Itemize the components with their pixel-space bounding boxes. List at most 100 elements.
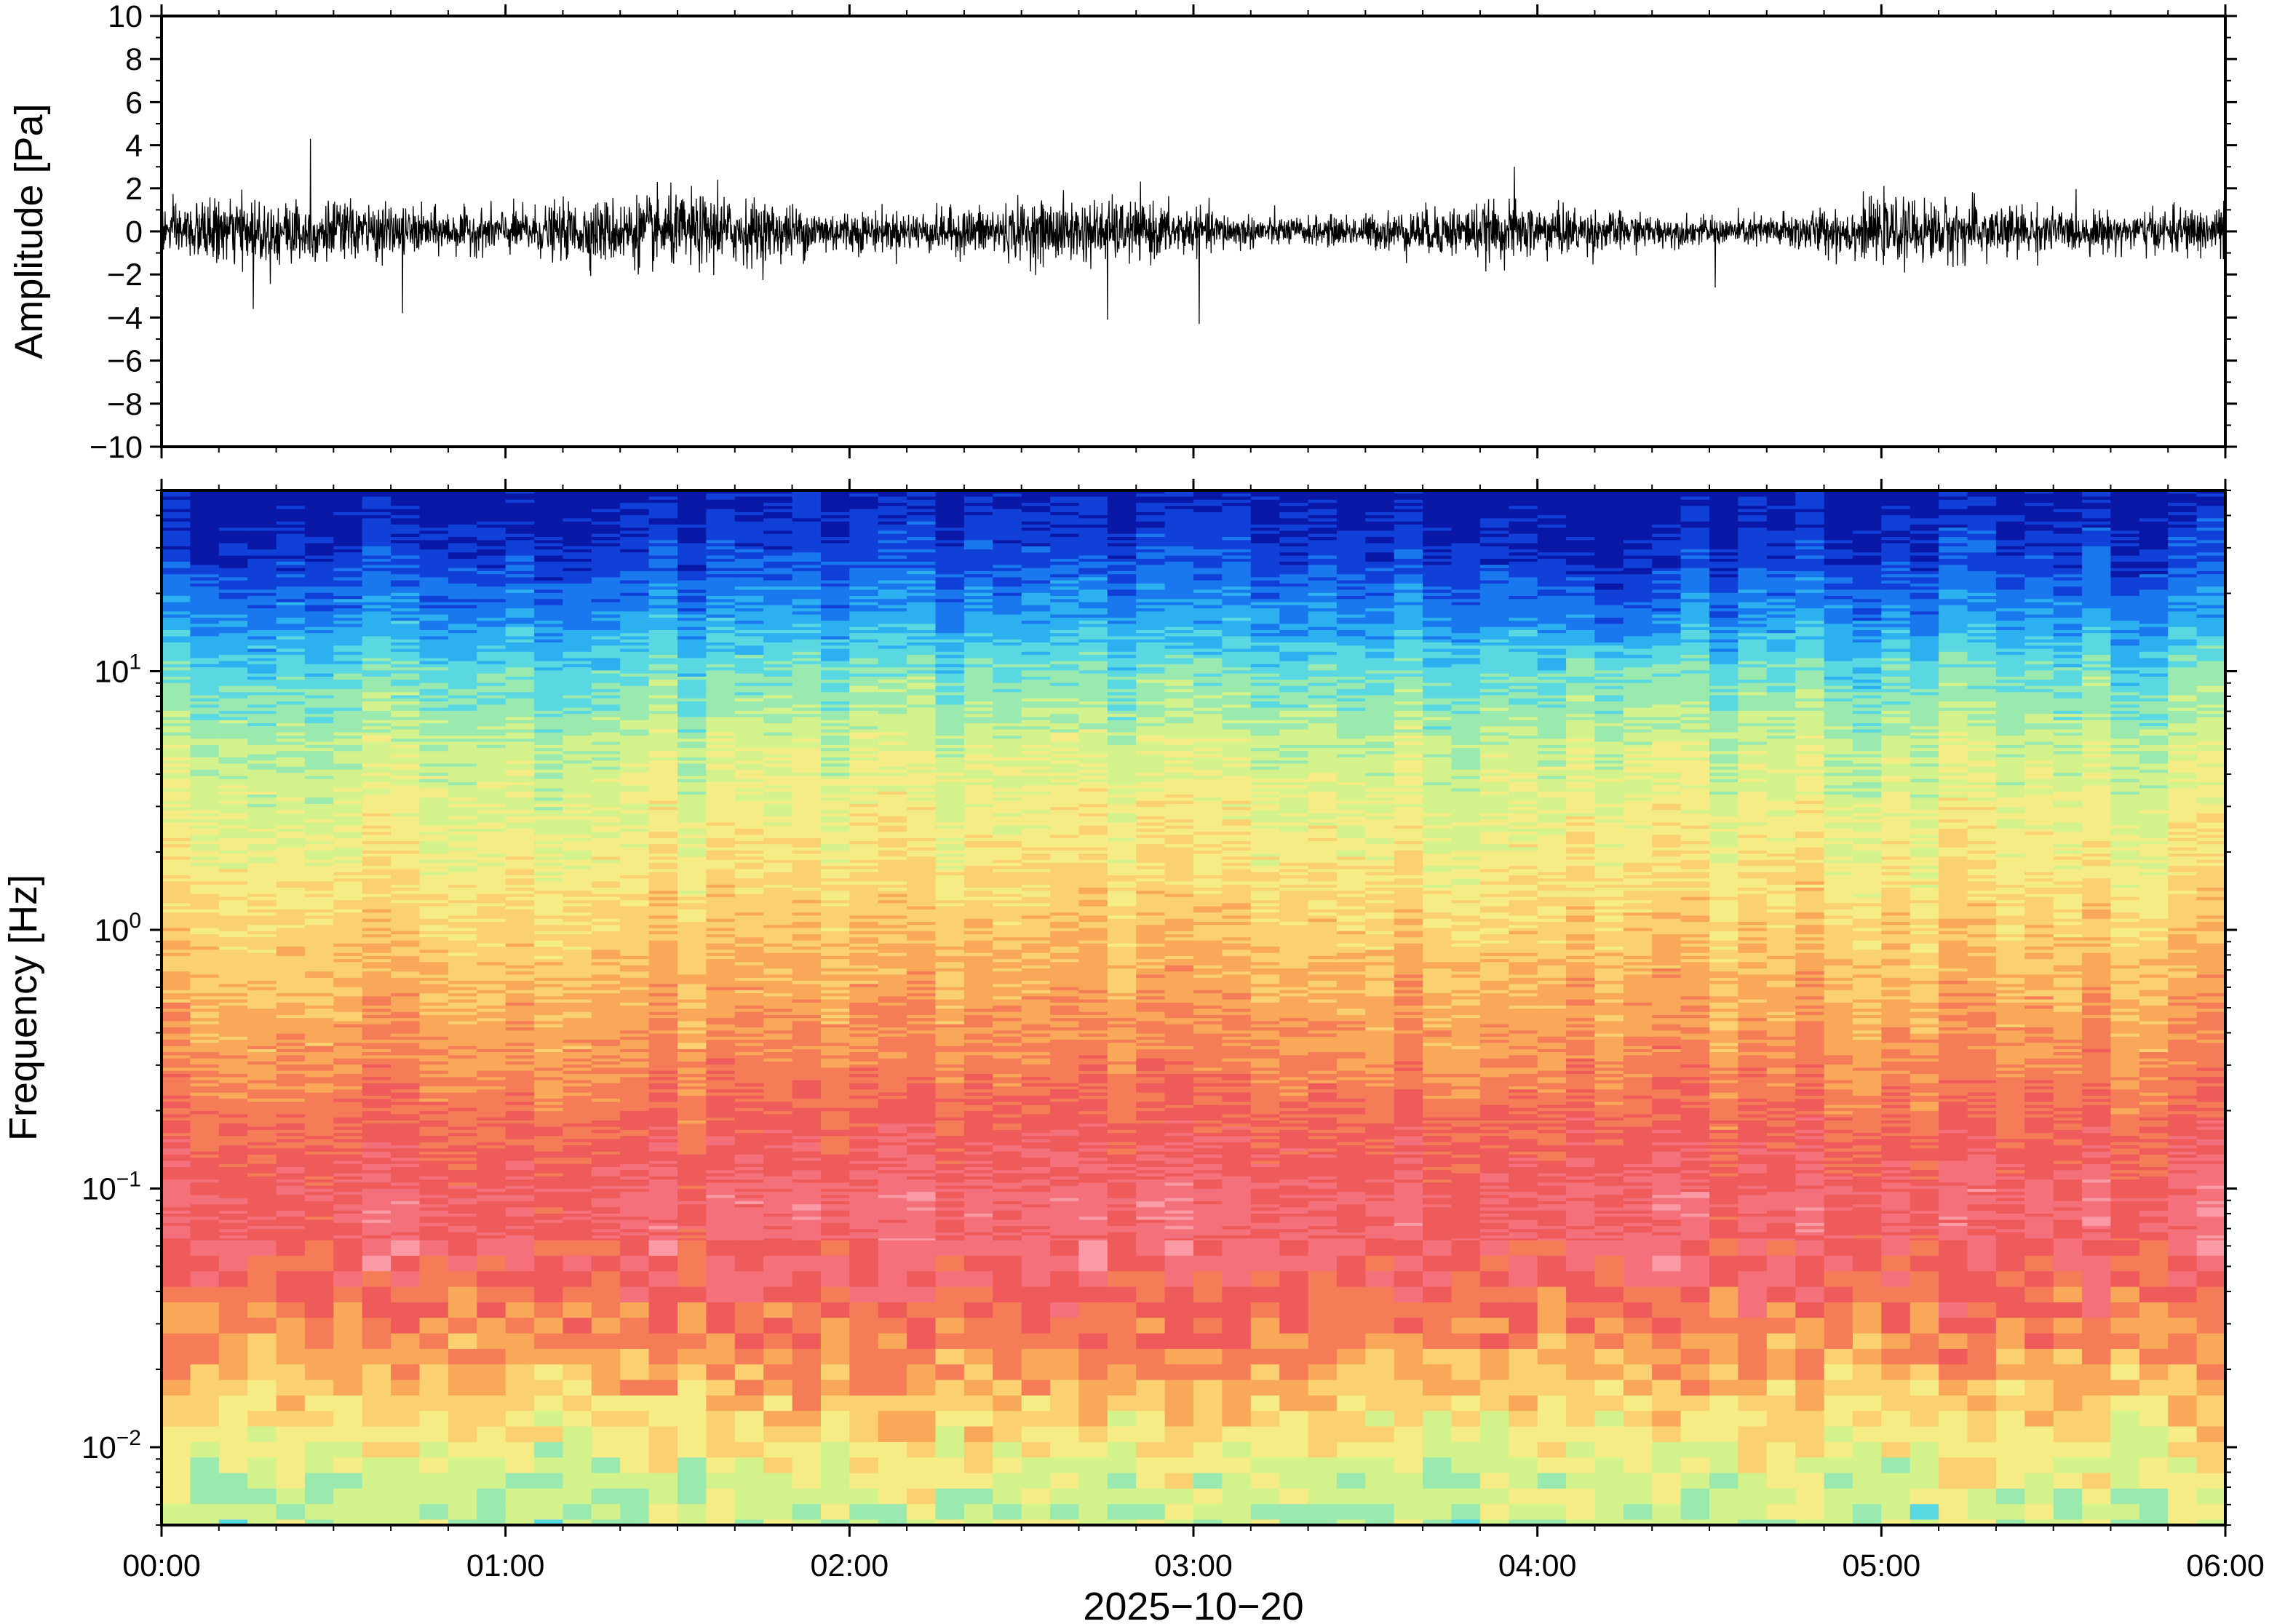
spectrogram-cell (591, 698, 621, 702)
spectrogram-cell (419, 698, 449, 702)
spectrogram-cell (505, 677, 535, 680)
spectrogram-cell (477, 803, 506, 808)
spectrogram-cell (362, 570, 392, 575)
spectrogram-cell (419, 1161, 449, 1165)
spectrogram-cell (419, 732, 449, 736)
spectrogram-cell (563, 555, 592, 560)
spectrogram-cell (276, 760, 306, 764)
spectrogram-cell (505, 1222, 535, 1227)
spectrogram-cell (477, 971, 506, 976)
spectrogram-cell (162, 1104, 191, 1109)
spectrogram-cell (162, 1046, 191, 1050)
spectrogram-cell (477, 1271, 506, 1288)
spectrogram-cell (333, 1043, 363, 1047)
spectrogram-cell (276, 530, 306, 535)
spectrogram-cell (333, 912, 363, 917)
spectrogram-cell (276, 493, 306, 498)
spectrogram-cell (333, 816, 363, 820)
spectrogram-cell (505, 651, 535, 656)
spectrogram-cell (190, 1111, 220, 1115)
spectrogram-cell (448, 617, 478, 621)
spectrogram-cell (534, 704, 564, 709)
spectrogram-cell (448, 611, 478, 616)
spectrogram-cell (620, 1008, 650, 1013)
spectrogram-cell (419, 971, 449, 976)
spectrogram-cell (162, 1083, 191, 1087)
spectrogram-cell (648, 959, 678, 963)
spectrogram-cell (162, 1170, 191, 1174)
spectrogram-cell (362, 996, 392, 1000)
spectrogram-cell (648, 1070, 678, 1075)
spectrogram-cell (591, 1380, 621, 1396)
spectrogram-cell (391, 642, 421, 646)
spectrogram-cell (477, 977, 506, 982)
spectrogram-cell (563, 813, 592, 817)
spectrogram-cell (247, 667, 277, 672)
spectrogram-cell (218, 1161, 248, 1165)
spectrogram-cell (304, 1089, 335, 1094)
spectrogram-cell (304, 1011, 335, 1016)
spectrogram-cell (534, 1185, 564, 1190)
spectrogram-cell (362, 1139, 392, 1143)
spectrogram-cell (304, 682, 335, 687)
spectrogram-cell (162, 984, 191, 988)
spectrogram-cell (648, 664, 678, 668)
spectrogram-cell (648, 931, 678, 935)
spectrogram-cell (162, 748, 191, 752)
spectrogram-cell (162, 782, 191, 786)
spectrogram-cell (505, 1129, 535, 1134)
spectrogram-cell (190, 903, 220, 907)
spectrogram-cell (505, 720, 535, 724)
spectrogram-cell (534, 689, 564, 693)
spectrogram-cell (505, 741, 535, 746)
spectrogram-cell (591, 1488, 621, 1505)
spectrogram-cell (477, 608, 506, 612)
spectrogram-cell (419, 1121, 449, 1124)
spectrogram-cell (448, 1411, 478, 1428)
spectrogram-cell (419, 614, 449, 618)
spectrogram-cell (419, 608, 449, 612)
spectrogram-cell (477, 546, 506, 550)
spectrogram-cell (448, 1198, 478, 1202)
spectrogram-cell (333, 1061, 363, 1065)
spectrogram-cell (391, 509, 421, 513)
spectrogram-cell (162, 757, 191, 761)
spectrogram-cell (362, 1271, 392, 1288)
spectrogram-cell (218, 617, 248, 621)
spectrogram-cell (648, 875, 678, 879)
spectrogram-cell (591, 1182, 621, 1187)
spectrogram-cell (477, 1099, 506, 1102)
spectrogram-cell (419, 1364, 449, 1381)
spectrogram-cell (218, 850, 248, 854)
spectrogram-cell (190, 993, 220, 997)
spectrogram-cell (648, 1214, 678, 1217)
spectrogram-cell (162, 1030, 191, 1035)
spectrogram-cell (448, 1217, 478, 1221)
spectrogram-cell (304, 1286, 335, 1303)
spectrogram-cell (534, 906, 564, 910)
spectrogram-cell (276, 1201, 306, 1205)
spectrogram-cell (362, 1488, 392, 1505)
spectrogram-cell (362, 528, 392, 532)
spectrogram-cell (648, 568, 678, 572)
spectrogram-cell (648, 952, 678, 957)
spectrogram-cell (247, 816, 277, 820)
spectrogram-cell (419, 763, 449, 768)
spectrogram-cell (419, 751, 449, 755)
spectrogram-cell (505, 744, 535, 749)
spectrogram-cell (648, 912, 678, 917)
spectrogram-cell (333, 813, 363, 817)
spectrogram-cell (419, 909, 449, 913)
spectrogram-cell (218, 1089, 248, 1094)
spectrogram-cell (591, 503, 621, 506)
spectrogram-cell (333, 611, 363, 616)
spectrogram-cell (276, 773, 306, 777)
spectrogram-cell (304, 912, 335, 917)
spectrogram-cell (333, 881, 363, 885)
spectrogram-cell (333, 1133, 363, 1137)
spectrogram-cell (448, 626, 478, 631)
spectrogram-cell (276, 915, 306, 920)
spectrogram-cell (218, 651, 248, 656)
spectrogram-cell (391, 999, 421, 1003)
spectrogram-cell (648, 1204, 678, 1209)
